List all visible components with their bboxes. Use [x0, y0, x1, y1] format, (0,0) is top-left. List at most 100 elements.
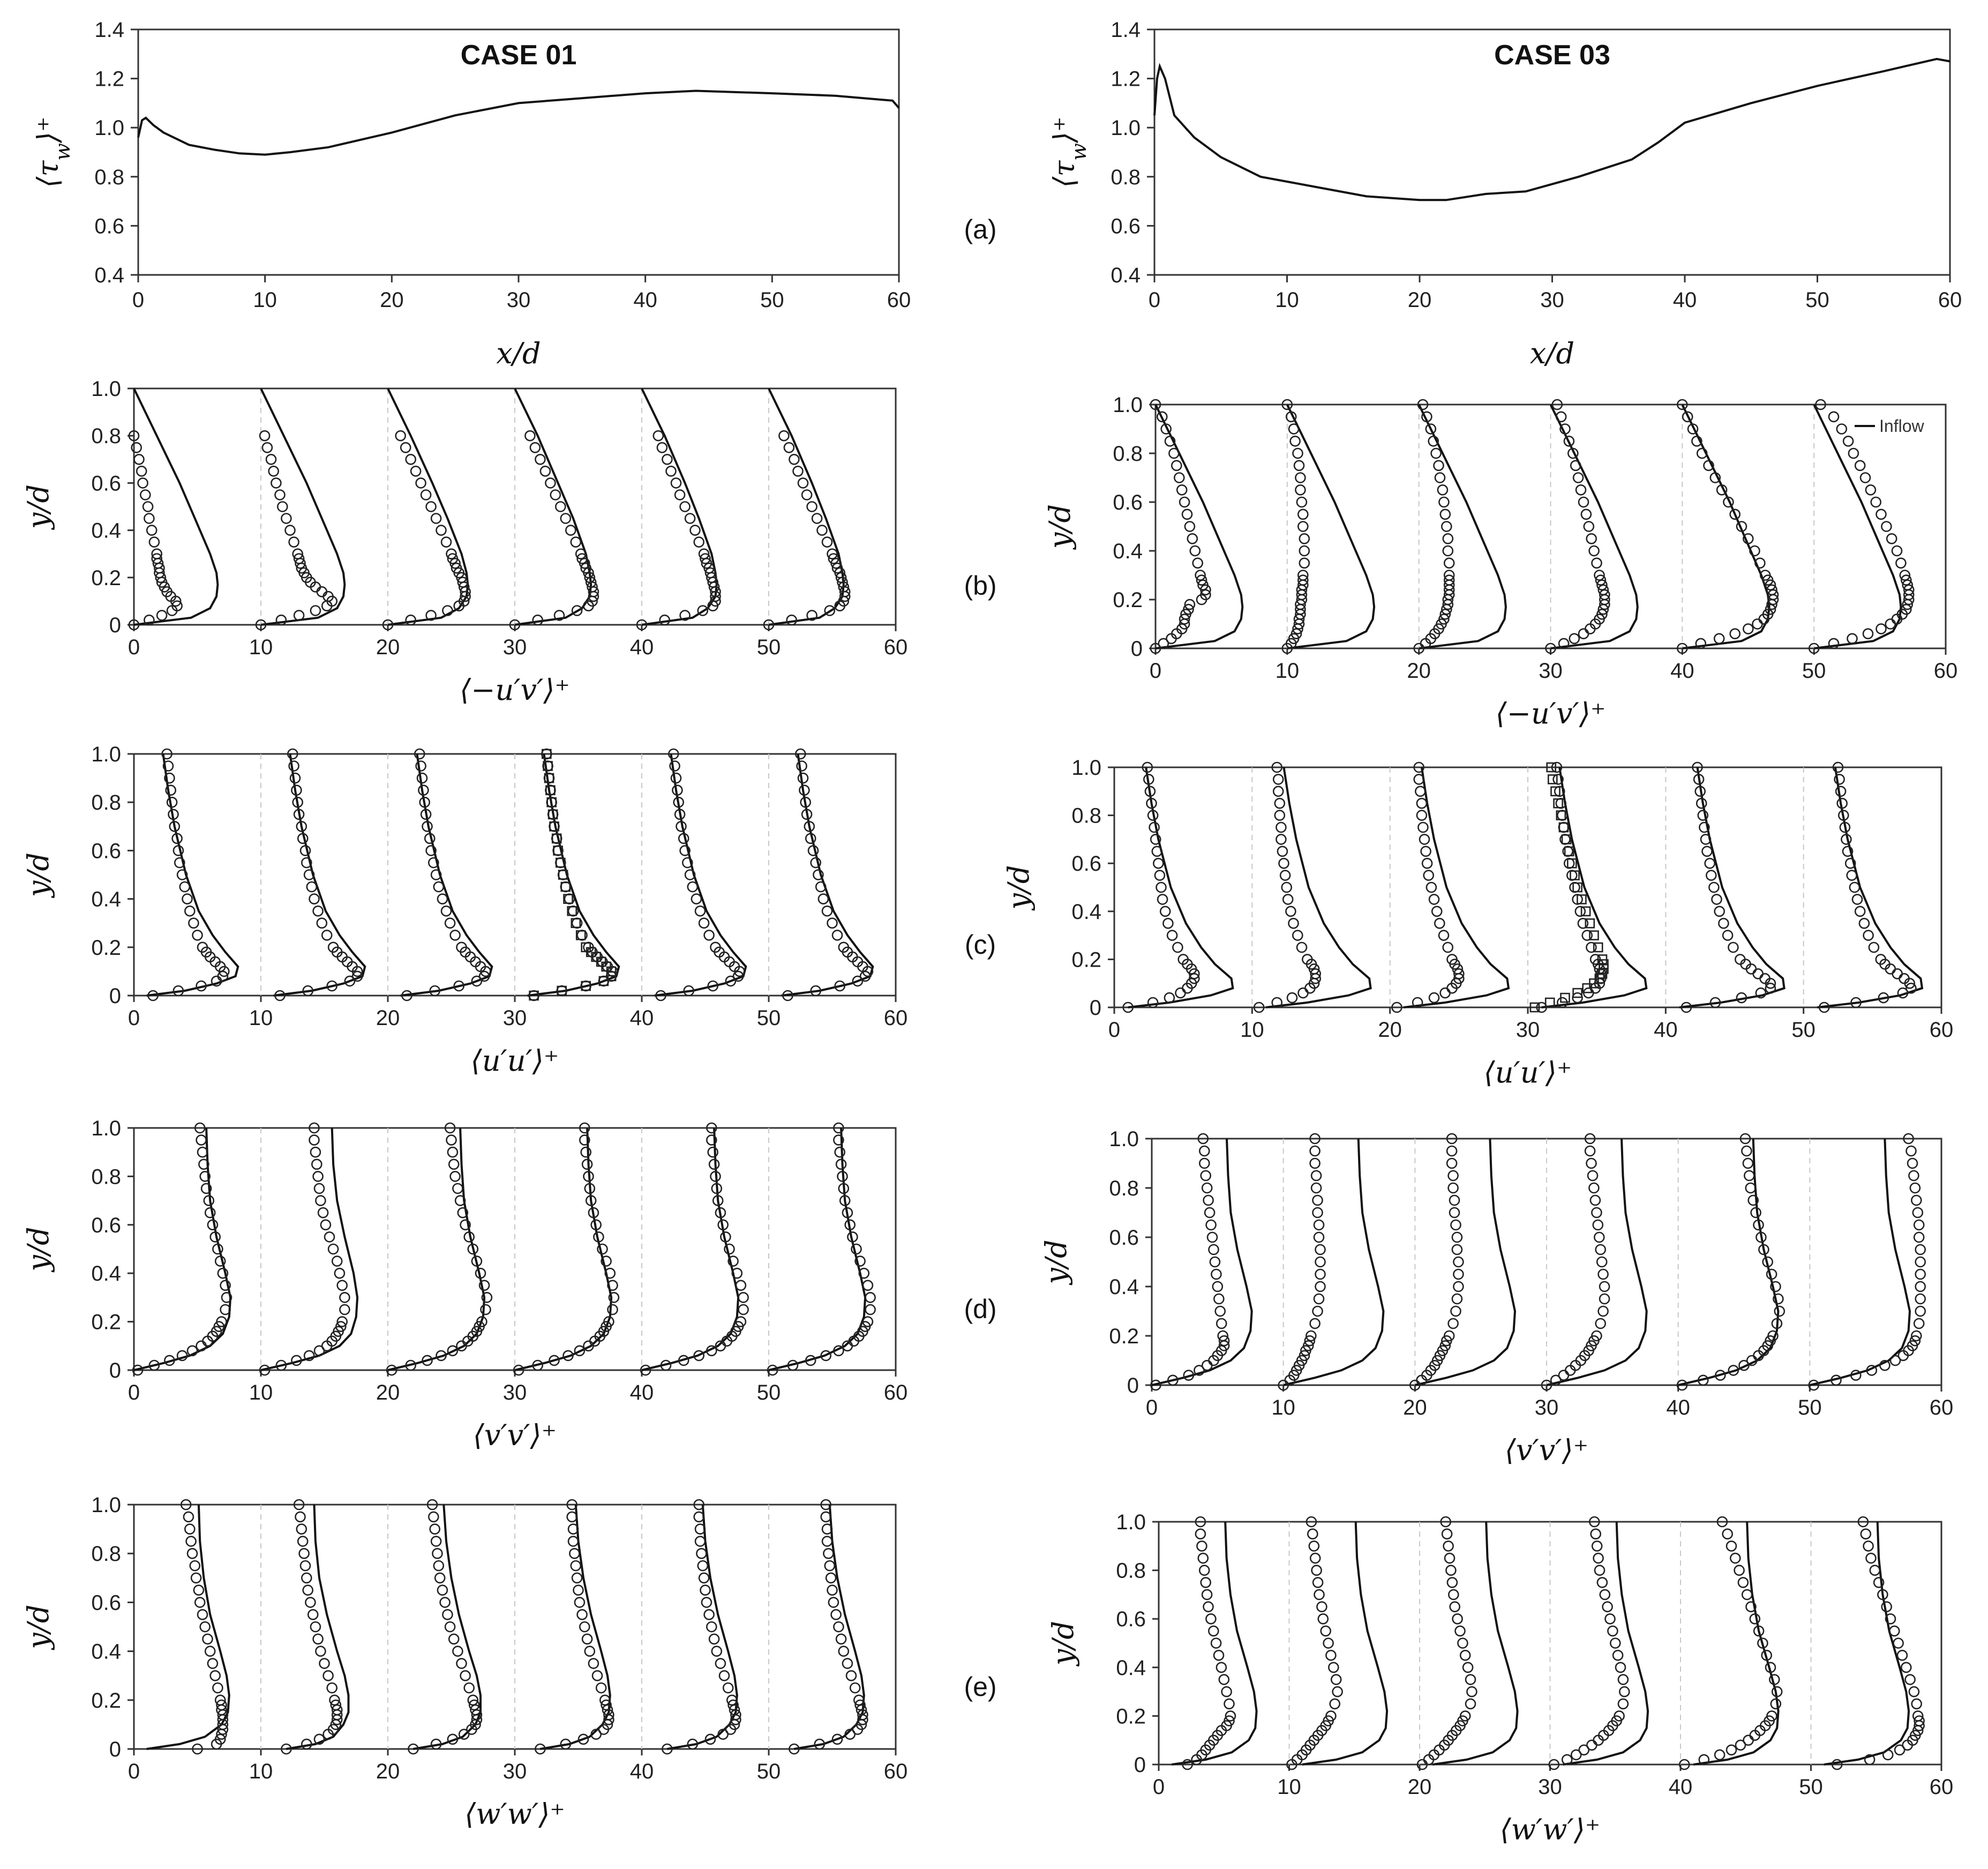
data-point: [312, 1633, 324, 1645]
data-point: [1308, 1541, 1320, 1552]
data-point: [849, 1682, 861, 1694]
y-axis-title: y/d: [21, 1227, 55, 1272]
data-point: [1739, 1133, 1751, 1145]
data-point: [1271, 997, 1282, 1008]
data-point: [1281, 881, 1292, 893]
data-point: [1831, 1759, 1843, 1770]
simulation-line-1: [1283, 1138, 1385, 1386]
data-point: [1142, 761, 1153, 773]
plots: 0.4 0.6 0.8 1.0 1.2 1.4 0 10 20 30 40 50 60 CASE 01 ⟨τ…: [21, 18, 1962, 1846]
data-point: [1569, 881, 1580, 893]
x-tick-label: 50: [1799, 1775, 1823, 1799]
x-tick-label: 30: [503, 1006, 527, 1030]
data-point: [255, 619, 267, 631]
simulation-line-4: [1679, 767, 1786, 1008]
data-point: [1274, 797, 1286, 809]
data-point: [1570, 1749, 1582, 1761]
data-point: [1766, 1710, 1777, 1722]
data-point: [344, 975, 356, 987]
data-point: [1736, 521, 1747, 532]
data-point: [1454, 1625, 1466, 1637]
data-point: [301, 1738, 312, 1750]
data-point: [851, 1243, 862, 1255]
data-point: [1309, 1145, 1321, 1157]
wall-shear-plot: 0.4 0.6 0.8 1.0 1.2 1.4 0 10 20 30 40 50 60 CASE 03 ⟨τ…: [1047, 18, 1962, 370]
data-point: [1570, 460, 1581, 472]
data-point: [607, 1304, 618, 1315]
data-point: [463, 1682, 475, 1694]
data-point: [1213, 1649, 1225, 1661]
data-point: [539, 465, 551, 477]
data-point: [1891, 545, 1903, 557]
data-point: [1417, 821, 1429, 833]
data-point: [1199, 1157, 1210, 1169]
data-point: [1253, 1001, 1265, 1013]
simulation-line-4: [654, 753, 747, 997]
simulation-line-3: [514, 1127, 613, 1371]
data-point: [1758, 1244, 1769, 1255]
data-point: [169, 821, 181, 832]
data-point: [293, 1499, 305, 1511]
data-point: [1808, 642, 1820, 654]
data-point: [532, 614, 544, 626]
data-point: [305, 1597, 316, 1608]
x-tick-label: 30: [503, 1760, 527, 1783]
data-point: [1904, 1674, 1916, 1685]
y-tick-label: 0.2: [91, 1311, 121, 1334]
data-point: [1453, 1281, 1464, 1292]
data-point: [687, 881, 699, 893]
data-point: [1272, 786, 1284, 797]
data-point: [1604, 1613, 1616, 1625]
data-point: [1277, 846, 1288, 857]
data-point: [207, 1658, 219, 1669]
data-point: [799, 784, 810, 796]
data-point: [1307, 1528, 1318, 1539]
data-point: [698, 1572, 710, 1584]
data-point: [401, 990, 412, 1001]
data-point: [457, 1207, 469, 1218]
data-point: [1443, 1330, 1455, 1342]
data-point: [1842, 846, 1854, 857]
y-axis-title: y/d: [21, 1604, 55, 1650]
data-point: [816, 525, 828, 536]
data-point: [1555, 411, 1567, 423]
data-point: [420, 489, 432, 500]
simulation-line-5: [768, 1127, 867, 1371]
data-point: [1697, 810, 1709, 821]
data-point: [1864, 1754, 1876, 1766]
data-point: [1413, 761, 1424, 773]
data-point: [1723, 496, 1734, 508]
data-point: [565, 525, 576, 536]
data-point: [339, 1304, 350, 1315]
data-point: [562, 1350, 574, 1362]
simulation-line-3: [1541, 767, 1648, 1008]
data-point: [1738, 1359, 1750, 1371]
data-point: [1865, 484, 1877, 496]
data-point: [1208, 1244, 1219, 1255]
x-tick-label: 40: [1670, 659, 1694, 683]
data-point-square: [529, 990, 539, 1001]
case-1: 0.4 0.6 0.8 1.0 1.2 1.4 0 10 20 30 40 50 60 CASE 01 ⟨τ…: [21, 18, 911, 1831]
data-point: [865, 1304, 876, 1315]
data-point: [1462, 1662, 1474, 1673]
data-point: [281, 513, 292, 524]
data-point: [560, 1738, 572, 1750]
data-point: [196, 1134, 207, 1146]
data-point: [1199, 1145, 1210, 1157]
data-point: [1446, 1145, 1458, 1157]
data-point: [1293, 460, 1305, 472]
data-point: [1868, 941, 1880, 953]
data-point: [1144, 786, 1156, 797]
simulation-line-5: [1824, 1521, 1910, 1766]
data-point: [570, 1560, 582, 1572]
data-point: [192, 1743, 203, 1755]
data-point: [549, 1355, 560, 1366]
data-point-square: [1553, 798, 1563, 809]
data-point: [602, 1704, 613, 1716]
data-point: [440, 905, 452, 917]
data-point: [1728, 1365, 1739, 1376]
data-point: [161, 748, 172, 760]
data-point: [842, 1207, 853, 1218]
wall-shear-line: [1153, 57, 1951, 201]
data-point-square: [557, 985, 567, 996]
